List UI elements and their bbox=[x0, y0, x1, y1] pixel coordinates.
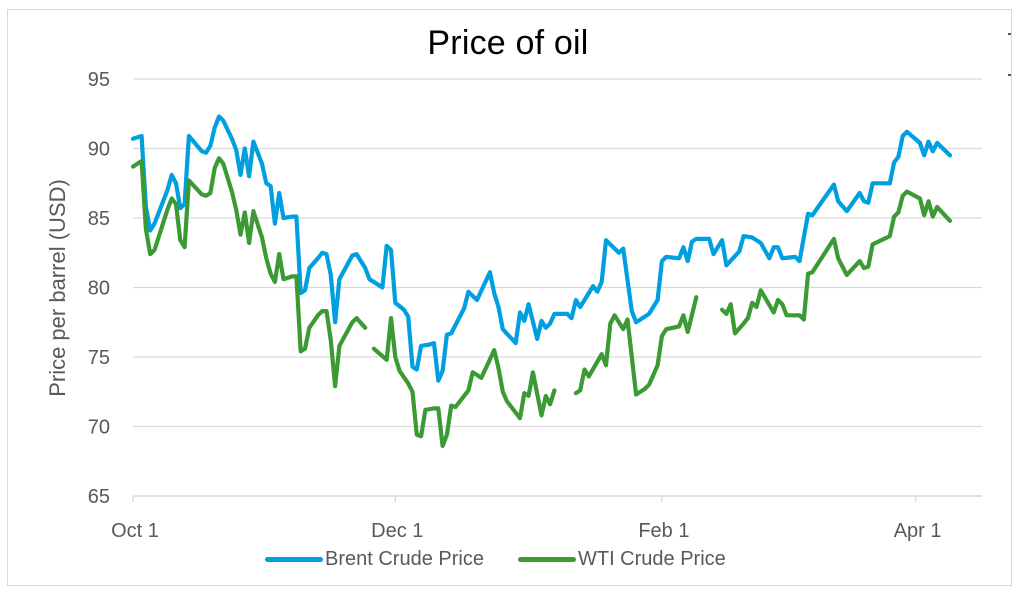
legend-item-brent[interactable]: Brent Crude Price bbox=[265, 548, 484, 571]
legend-item-wti[interactable]: WTI Crude Price bbox=[517, 548, 726, 571]
wti-price-line bbox=[573, 295, 699, 397]
x-tick-label: Feb 1 bbox=[638, 520, 689, 542]
data-series bbox=[130, 114, 953, 449]
y-tick-label: 70 bbox=[88, 417, 110, 439]
legend: Brent Crude Price WTI Crude Price bbox=[265, 548, 726, 571]
y-tick-label: 85 bbox=[88, 208, 110, 230]
chart-area bbox=[7, 9, 1012, 586]
y-tick-label: 90 bbox=[88, 139, 110, 161]
y-tick-label: 75 bbox=[88, 347, 110, 369]
y-tick-label: 80 bbox=[88, 278, 110, 300]
x-axis-ticks: Oct 1 Dec 1 Feb 1 Apr 1 bbox=[111, 496, 942, 542]
wti-price-line bbox=[719, 189, 953, 336]
wti-line-swatch-icon bbox=[517, 557, 576, 562]
legend-label-wti: WTI Crude Price bbox=[577, 548, 726, 570]
x-tick-label: Dec 1 bbox=[371, 520, 423, 542]
brent-price-line bbox=[130, 114, 953, 383]
y-tick-label: 65 bbox=[88, 486, 110, 508]
wti-price-line bbox=[130, 156, 368, 389]
x-tick-label: Oct 1 bbox=[111, 520, 159, 542]
legend-label-brent: Brent Crude Price bbox=[325, 548, 484, 570]
gridlines bbox=[133, 78, 982, 497]
brent-line-swatch-icon bbox=[265, 557, 323, 562]
edge-tick-mark bbox=[1008, 33, 1011, 35]
x-tick-label: Apr 1 bbox=[894, 520, 942, 542]
edge-tick-mark bbox=[1008, 74, 1011, 76]
wti-price-line bbox=[371, 316, 557, 449]
y-axis-ticks: 65 70 75 80 85 90 95 bbox=[88, 69, 110, 508]
y-tick-label: 95 bbox=[88, 69, 110, 91]
chart-title: Price of oil bbox=[427, 24, 589, 62]
